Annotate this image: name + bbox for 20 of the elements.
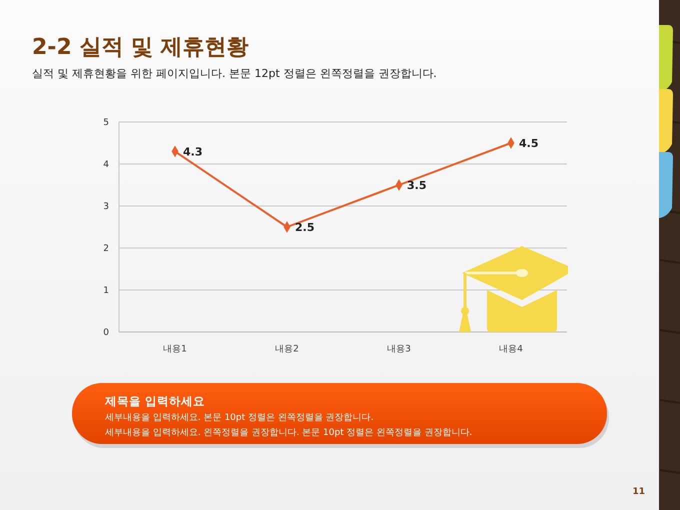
x-tick-label: 내용4 [499,344,524,354]
y-tick-label: 4 [103,160,110,170]
data-label: 2.5 [295,221,314,234]
x-tick-label: 내용3 [387,344,411,354]
data-label: 4.3 [183,145,202,158]
text: 세부내용을 입력하세요. 본문 10pt 정렬은 왼쪽정렬을 권장합니다. [105,413,374,423]
data-label: 3.5 [407,179,426,192]
y-tick-label: 2 [103,244,109,254]
text: 세부내용을 입력하세요. 왼쪽정렬을 권장합니다. 본문 10pt 정렬은 왼쪽정렬을 권장합니다. [105,428,472,438]
text: 제목을 입력하세요 [104,394,206,408]
x-tick-label: 내용2 [275,344,299,354]
data-label: 4.5 [519,137,538,150]
y-tick-label: 5 [103,118,109,128]
y-tick-label: 1 [103,286,109,296]
chart-subtitle: 실적 및 제휴현황을 위한 페이지입니다. 본문 12pt 정렬은 왼쪽정렬을 권장합니다. [32,67,437,80]
y-tick-label: 3 [103,202,109,212]
text: 11 [632,487,645,497]
y-tick-label: 0 [103,328,110,338]
chart-title: 2-2 실적 및 제휴현황 [32,35,249,60]
x-tick-label: 내용1 [163,344,187,354]
